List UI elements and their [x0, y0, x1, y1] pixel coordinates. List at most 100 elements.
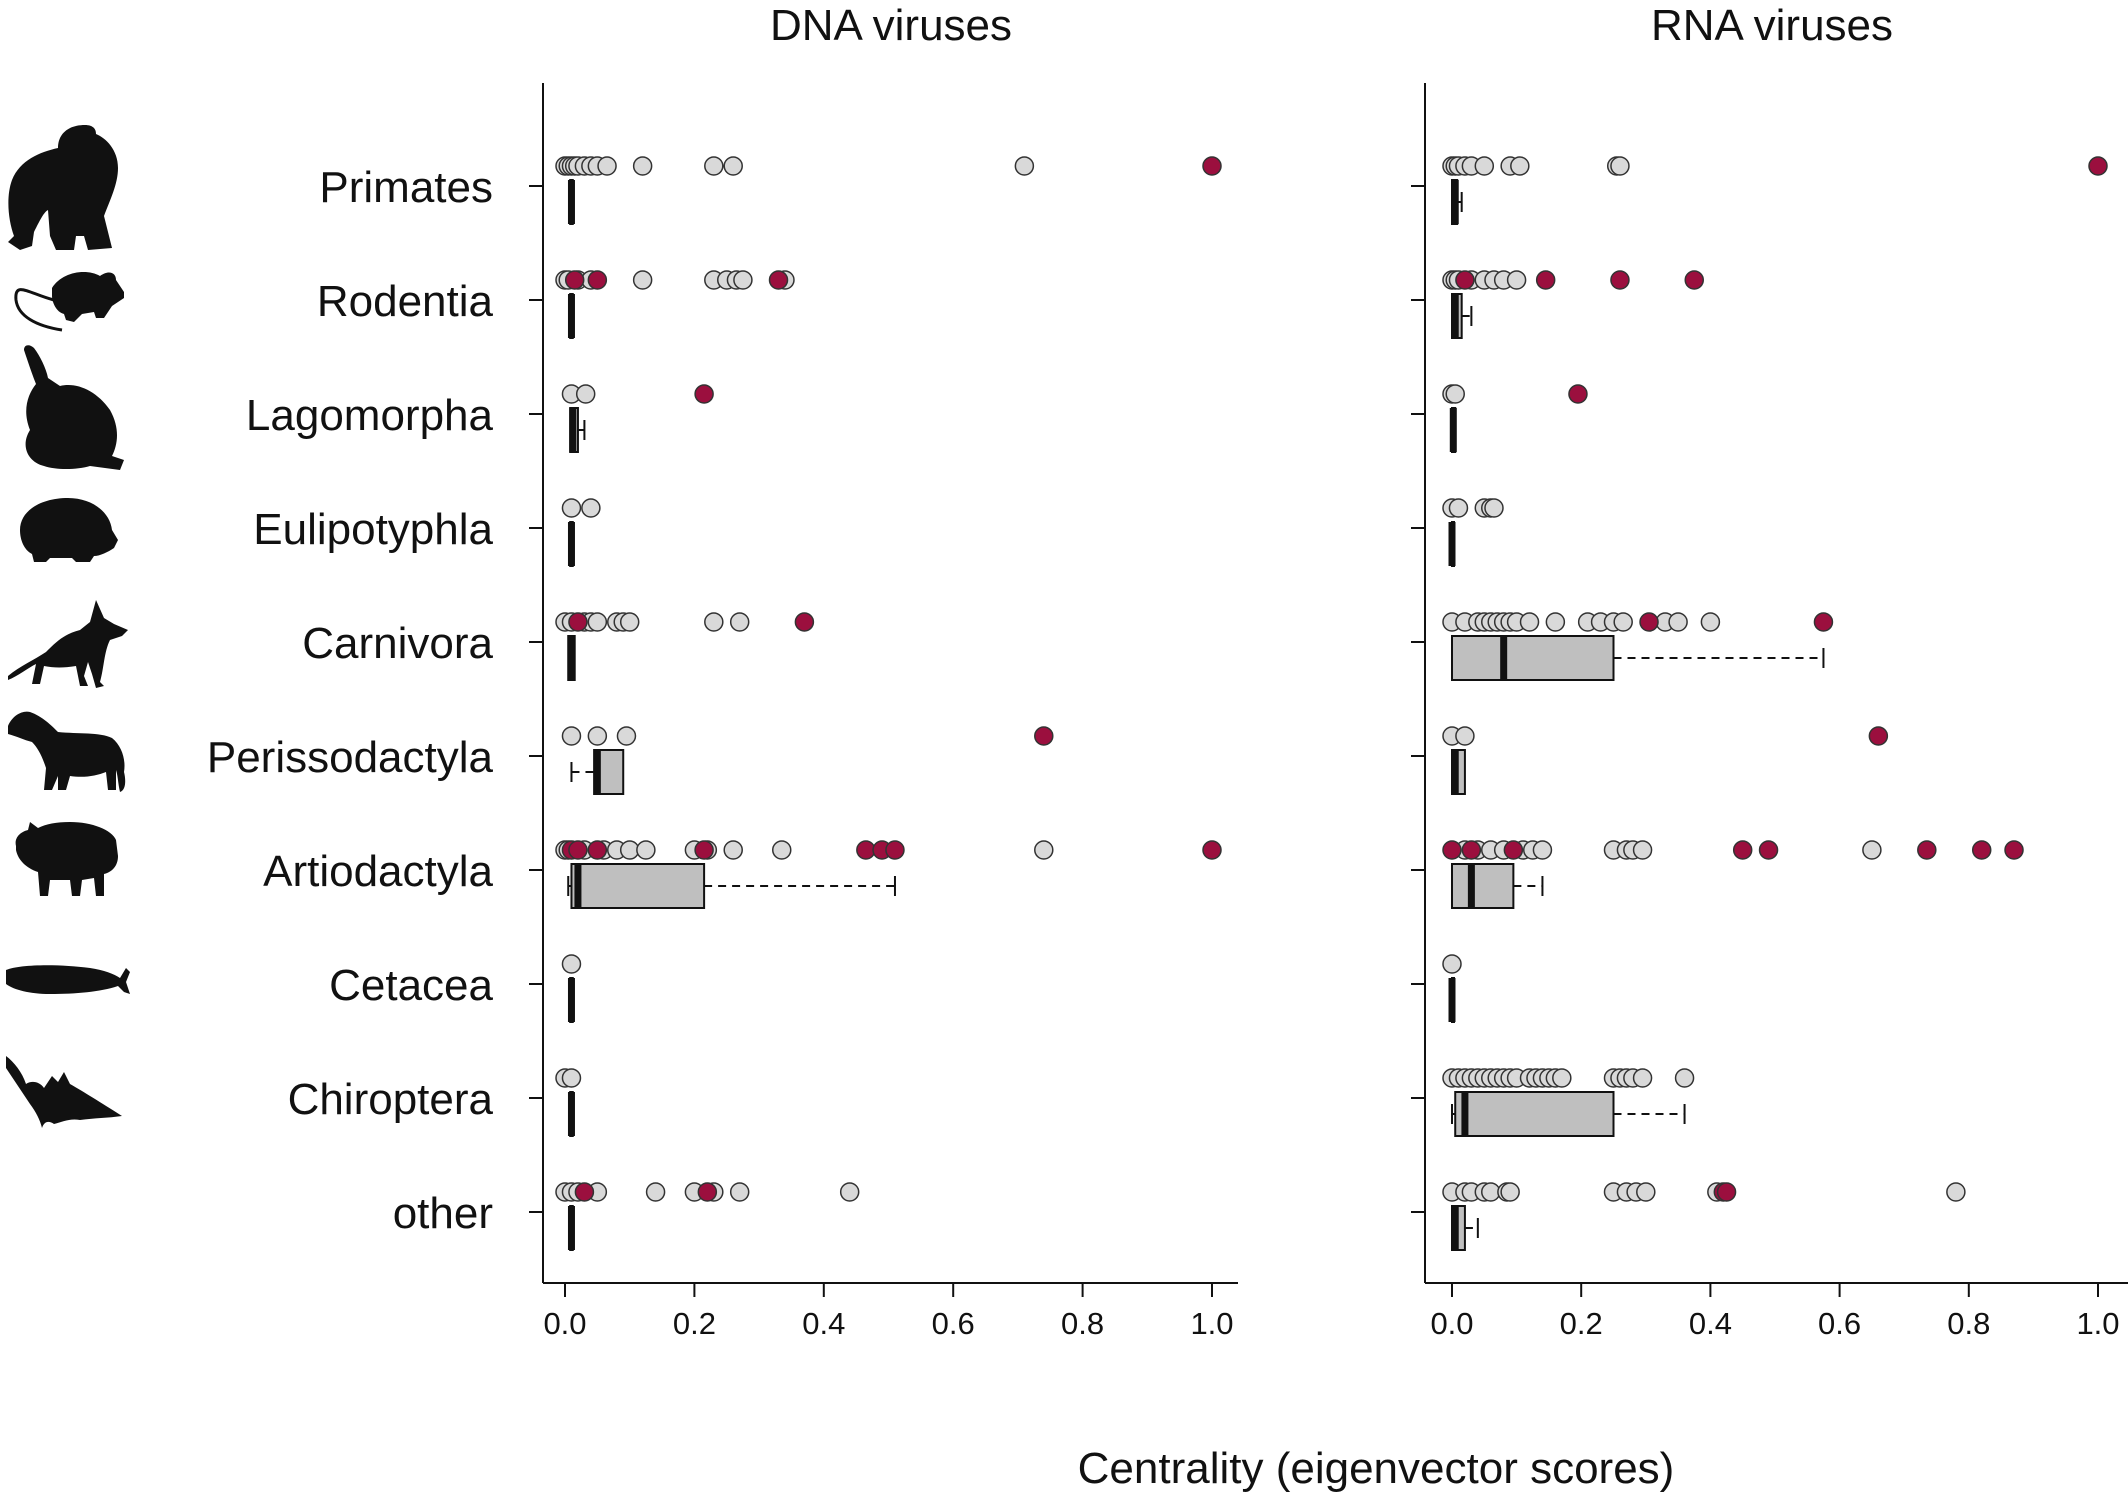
x-tick-label: 0.4	[802, 1306, 845, 1341]
highlight-point	[1034, 726, 1054, 746]
box	[1451, 635, 1615, 681]
highlight-point	[1610, 270, 1630, 290]
highlight-point	[2004, 840, 2024, 860]
outlier-point	[616, 726, 637, 746]
category-labels: Primates Rodentia Lagomorpha Eulipotyphl…	[207, 163, 494, 1238]
x-tick-label: 1.0	[2076, 1306, 2119, 1341]
gorilla-icon	[8, 125, 118, 250]
outlier-point	[1506, 270, 1527, 290]
outlier-point	[1862, 840, 1882, 860]
outlier-point	[729, 1182, 750, 1202]
highlight-point	[1868, 726, 1889, 746]
outlier-point	[581, 498, 601, 518]
outlier-point	[839, 1182, 860, 1202]
outlier-point	[1946, 1182, 1966, 1202]
outlier-point	[1455, 726, 1475, 746]
outlier-point	[575, 384, 596, 404]
highlight-point	[1535, 270, 1556, 290]
fox-icon	[8, 600, 128, 688]
box	[570, 863, 706, 909]
hedgehog-icon	[20, 498, 118, 562]
outlier-point	[561, 498, 582, 518]
x-tick-label: 1.0	[1190, 1306, 1233, 1341]
rna-panel-title: RNA viruses	[1651, 1, 1893, 50]
outlier-point	[1613, 612, 1633, 632]
highlight-point	[1461, 840, 1482, 860]
box	[1454, 1091, 1615, 1137]
highlight-point	[697, 1182, 718, 1202]
x-axis-label: Centrality (eigenvector scores)	[1078, 1444, 1675, 1493]
highlight-point	[587, 270, 608, 290]
highlight-point	[1684, 270, 1704, 290]
box	[1451, 863, 1515, 909]
highlight-point	[2088, 156, 2108, 176]
outlier-point	[561, 1068, 582, 1088]
bat-icon	[6, 1056, 122, 1128]
highlight-point	[1813, 612, 1834, 632]
highlight-point	[1455, 270, 1475, 290]
highlight-point	[1758, 840, 1779, 860]
sperm-whale-icon	[6, 965, 130, 994]
outlier-point	[632, 156, 653, 176]
highlight-point	[768, 270, 789, 290]
category-label: other	[393, 1189, 493, 1238]
highlight-point	[794, 612, 815, 632]
category-label: Chiroptera	[288, 1075, 494, 1124]
highlight-point	[1202, 156, 1222, 176]
category-label: Lagomorpha	[246, 391, 494, 440]
outlier-point	[723, 840, 743, 860]
x-tick-label: 0.2	[673, 1306, 716, 1341]
x-tick-label: 0.8	[1947, 1306, 1990, 1341]
outlier-point	[587, 726, 608, 746]
highlight-point	[1716, 1182, 1737, 1202]
outlier-point	[645, 1182, 666, 1202]
dna-virus-panel: 0.0 0.2 0.4 0.6 0.8 1.0	[529, 83, 1238, 1341]
category-label: Cetacea	[329, 961, 493, 1010]
category-label: Perissodactyla	[207, 733, 494, 782]
category-label: Carnivora	[302, 619, 493, 668]
outlier-point	[1442, 954, 1462, 974]
rat-icon	[52, 272, 124, 322]
outlier-point	[733, 270, 753, 290]
outlier-point	[1500, 1182, 1520, 1202]
outlier-point	[1014, 156, 1035, 176]
highlight-point	[1917, 840, 1937, 860]
highlight-point	[1732, 840, 1753, 860]
outlier-point	[1674, 1068, 1695, 1088]
outlier-point	[1474, 156, 1495, 176]
outlier-point	[561, 954, 582, 974]
outlier-point	[723, 156, 743, 176]
outlier-point	[1552, 1068, 1572, 1088]
x-tick-label: 0.4	[1689, 1306, 1732, 1341]
outlier-point	[704, 612, 724, 632]
outlier-point	[1519, 612, 1540, 632]
outlier-point	[1545, 612, 1566, 632]
highlight-point	[885, 840, 905, 860]
outlier-point	[771, 840, 792, 860]
highlight-point	[1639, 612, 1659, 632]
outlier-point	[729, 612, 750, 632]
highlight-point	[1971, 840, 1992, 860]
outlier-point	[1484, 498, 1504, 518]
hare-icon	[24, 345, 124, 470]
x-tick-label: 0.6	[932, 1306, 975, 1341]
highlight-point	[564, 270, 585, 290]
outlier-point	[636, 840, 656, 860]
yak-icon	[15, 822, 118, 896]
outlier-point	[561, 726, 582, 746]
outlier-point	[597, 156, 617, 176]
outlier-point	[1700, 612, 1721, 632]
category-label: Primates	[319, 163, 493, 212]
dna-panel-title: DNA viruses	[770, 1, 1012, 50]
category-label: Eulipotyphla	[253, 505, 493, 554]
outlier-point	[619, 612, 640, 632]
category-label: Rodentia	[317, 277, 494, 326]
highlight-point	[694, 384, 714, 404]
x-tick-label: 0.8	[1061, 1306, 1104, 1341]
outlier-point	[1632, 1068, 1653, 1088]
highlight-point	[694, 840, 714, 860]
highlight-point	[568, 612, 588, 632]
outlier-point	[1610, 156, 1630, 176]
outlier-point	[1632, 840, 1653, 860]
